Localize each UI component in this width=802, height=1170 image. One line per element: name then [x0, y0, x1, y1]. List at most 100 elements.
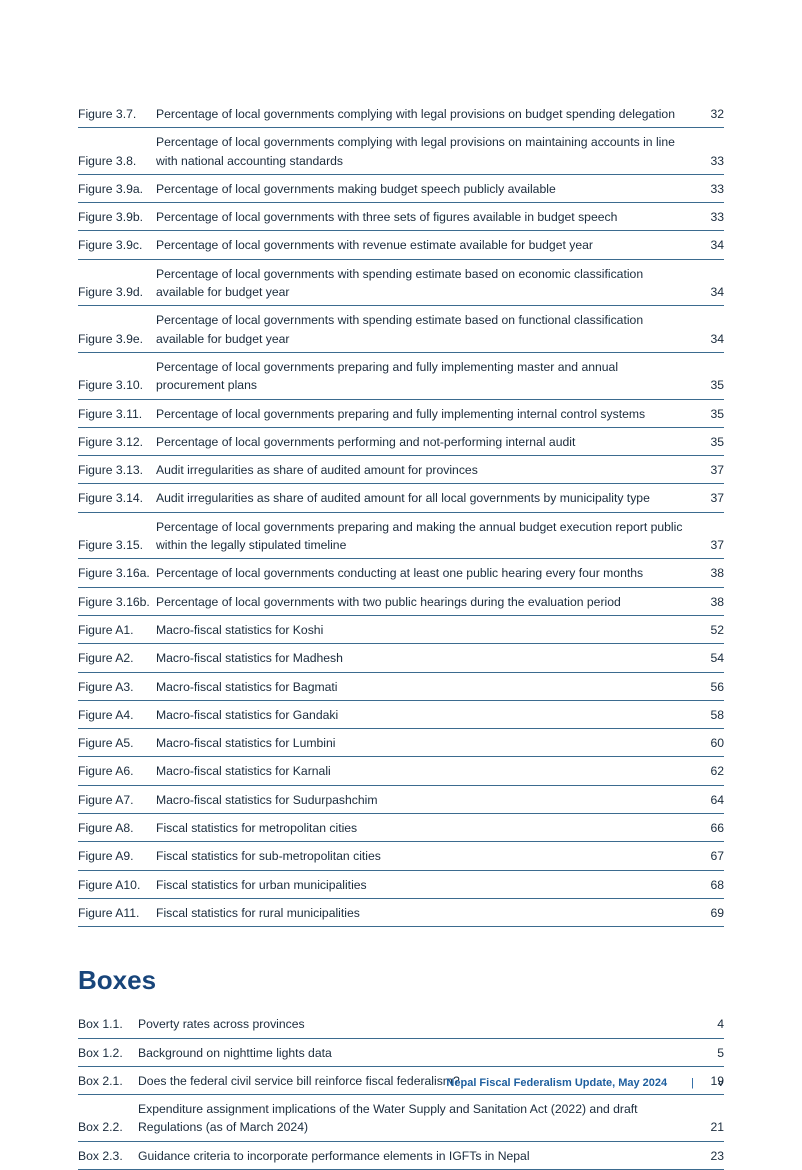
toc-entry-page: 37 [696, 461, 724, 479]
toc-row: Figure 3.16b.Percentage of local governm… [78, 588, 724, 616]
toc-entry-title: Poverty rates across provinces [138, 1015, 696, 1033]
toc-row: Figure 3.13.Audit irregularities as shar… [78, 456, 724, 484]
toc-entry-title: Percentage of local governments performi… [156, 433, 696, 451]
toc-row: Figure 3.14.Audit irregularities as shar… [78, 484, 724, 512]
toc-entry-page: 37 [696, 489, 724, 507]
toc-entry-label: Box 2.3. [78, 1147, 138, 1165]
toc-entry-page: 34 [696, 330, 724, 348]
toc-entry-label: Figure A8. [78, 819, 156, 837]
toc-entry-page: 35 [696, 405, 724, 423]
toc-entry-page: 34 [696, 236, 724, 254]
toc-row: Figure 3.10.Percentage of local governme… [78, 353, 724, 400]
toc-entry-label: Figure 3.11. [78, 405, 156, 423]
toc-row: Figure 3.9d.Percentage of local governme… [78, 260, 724, 307]
toc-entry-page: 5 [696, 1044, 724, 1062]
toc-entry-title: Percentage of local governments preparin… [156, 518, 696, 555]
toc-row: Figure A1.Macro-fiscal statistics for Ko… [78, 616, 724, 644]
toc-entry-page: 34 [696, 283, 724, 301]
toc-entry-page: 58 [696, 706, 724, 724]
toc-entry-title: Fiscal statistics for rural municipaliti… [156, 904, 696, 922]
toc-entry-label: Figure 3.15. [78, 536, 156, 554]
toc-entry-title: Percentage of local governments complyin… [156, 105, 696, 123]
toc-row: Figure A10.Fiscal statistics for urban m… [78, 871, 724, 899]
toc-entry-page: 64 [696, 791, 724, 809]
toc-entry-label: Figure A1. [78, 621, 156, 639]
toc-entry-title: Fiscal statistics for sub-metropolitan c… [156, 847, 696, 865]
toc-entry-title: Audit irregularities as share of audited… [156, 461, 696, 479]
toc-entry-title: Macro-fiscal statistics for Koshi [156, 621, 696, 639]
toc-entry-title: Macro-fiscal statistics for Madhesh [156, 649, 696, 667]
toc-row: Figure A4.Macro-fiscal statistics for Ga… [78, 701, 724, 729]
toc-row: Figure A9.Fiscal statistics for sub-metr… [78, 842, 724, 870]
toc-entry-label: Figure 3.10. [78, 376, 156, 394]
toc-entry-title: Audit irregularities as share of audited… [156, 489, 696, 507]
toc-entry-label: Figure 3.16b. [78, 593, 156, 611]
toc-entry-title: Percentage of local governments preparin… [156, 358, 696, 395]
toc-entry-title: Fiscal statistics for metropolitan citie… [156, 819, 696, 837]
toc-entry-title: Percentage of local governments complyin… [156, 133, 696, 170]
toc-row: Figure A5.Macro-fiscal statistics for Lu… [78, 729, 724, 757]
toc-entry-title: Macro-fiscal statistics for Karnali [156, 762, 696, 780]
toc-entry-label: Box 1.2. [78, 1044, 138, 1062]
toc-row: Figure A2.Macro-fiscal statistics for Ma… [78, 644, 724, 672]
toc-entry-page: 38 [696, 593, 724, 611]
toc-entry-label: Figure 3.14. [78, 489, 156, 507]
toc-row: Box 2.3.Guidance criteria to incorporate… [78, 1142, 724, 1170]
toc-entry-page: 68 [696, 876, 724, 894]
figures-list: Figure 3.7.Percentage of local governmen… [78, 100, 724, 927]
toc-entry-label: Figure 3.8. [78, 152, 156, 170]
toc-entry-label: Figure 3.9b. [78, 208, 156, 226]
toc-entry-title: Fiscal statistics for urban municipaliti… [156, 876, 696, 894]
toc-entry-page: 38 [696, 564, 724, 582]
toc-entry-page: 35 [696, 433, 724, 451]
toc-row: Box 1.2.Background on nighttime lights d… [78, 1039, 724, 1067]
toc-entry-page: 32 [696, 105, 724, 123]
toc-entry-title: Percentage of local governments with spe… [156, 265, 696, 302]
toc-row: Figure A11.Fiscal statistics for rural m… [78, 899, 724, 927]
toc-entry-label: Figure 3.12. [78, 433, 156, 451]
toc-entry-page: 67 [696, 847, 724, 865]
toc-entry-label: Figure A3. [78, 678, 156, 696]
toc-entry-title: Percentage of local governments with rev… [156, 236, 696, 254]
toc-entry-title: Background on nighttime lights data [138, 1044, 696, 1062]
toc-entry-label: Figure A10. [78, 876, 156, 894]
toc-entry-title: Macro-fiscal statistics for Bagmati [156, 678, 696, 696]
boxes-list: Box 1.1.Poverty rates across provinces4B… [78, 1010, 724, 1170]
toc-row: Figure 3.8.Percentage of local governmen… [78, 128, 724, 175]
toc-entry-page: 33 [696, 152, 724, 170]
toc-entry-label: Figure A4. [78, 706, 156, 724]
toc-row: Figure 3.9c.Percentage of local governme… [78, 231, 724, 259]
toc-entry-title: Expenditure assignment implications of t… [138, 1100, 696, 1137]
toc-row: Figure 3.11.Percentage of local governme… [78, 400, 724, 428]
toc-row: Figure 3.9a.Percentage of local governme… [78, 175, 724, 203]
toc-entry-label: Figure 3.7. [78, 105, 156, 123]
footer-doc-title: Nepal Fiscal Federalism Update, May 2024 [446, 1077, 667, 1089]
toc-entry-title: Percentage of local governments preparin… [156, 405, 696, 423]
toc-row: Figure A8.Fiscal statistics for metropol… [78, 814, 724, 842]
toc-row: Figure 3.15.Percentage of local governme… [78, 513, 724, 560]
toc-entry-title: Percentage of local governments with spe… [156, 311, 696, 348]
toc-row: Figure A3.Macro-fiscal statistics for Ba… [78, 673, 724, 701]
toc-entry-title: Guidance criteria to incorporate perform… [138, 1147, 696, 1165]
toc-row: Box 1.1.Poverty rates across provinces4 [78, 1010, 724, 1038]
toc-entry-label: Figure A11. [78, 904, 156, 922]
toc-row: Figure 3.12.Percentage of local governme… [78, 428, 724, 456]
toc-entry-label: Figure 3.9d. [78, 283, 156, 301]
boxes-heading: Boxes [78, 965, 724, 996]
toc-entry-page: 56 [696, 678, 724, 696]
toc-entry-page: 60 [696, 734, 724, 752]
page-content: Figure 3.7.Percentage of local governmen… [0, 0, 802, 1170]
toc-entry-label: Figure 3.9c. [78, 236, 156, 254]
toc-entry-title: Macro-fiscal statistics for Gandaki [156, 706, 696, 724]
toc-entry-label: Figure 3.9e. [78, 330, 156, 348]
toc-entry-label: Figure 3.16a. [78, 564, 156, 582]
footer-separator: | [691, 1077, 694, 1089]
toc-entry-label: Figure A2. [78, 649, 156, 667]
toc-entry-page: 52 [696, 621, 724, 639]
toc-entry-title: Macro-fiscal statistics for Sudurpashchi… [156, 791, 696, 809]
toc-entry-page: 21 [696, 1118, 724, 1136]
footer-page-number: v [718, 1077, 724, 1089]
toc-entry-page: 54 [696, 649, 724, 667]
toc-entry-title: Percentage of local governments conducti… [156, 564, 696, 582]
toc-entry-page: 4 [696, 1015, 724, 1033]
